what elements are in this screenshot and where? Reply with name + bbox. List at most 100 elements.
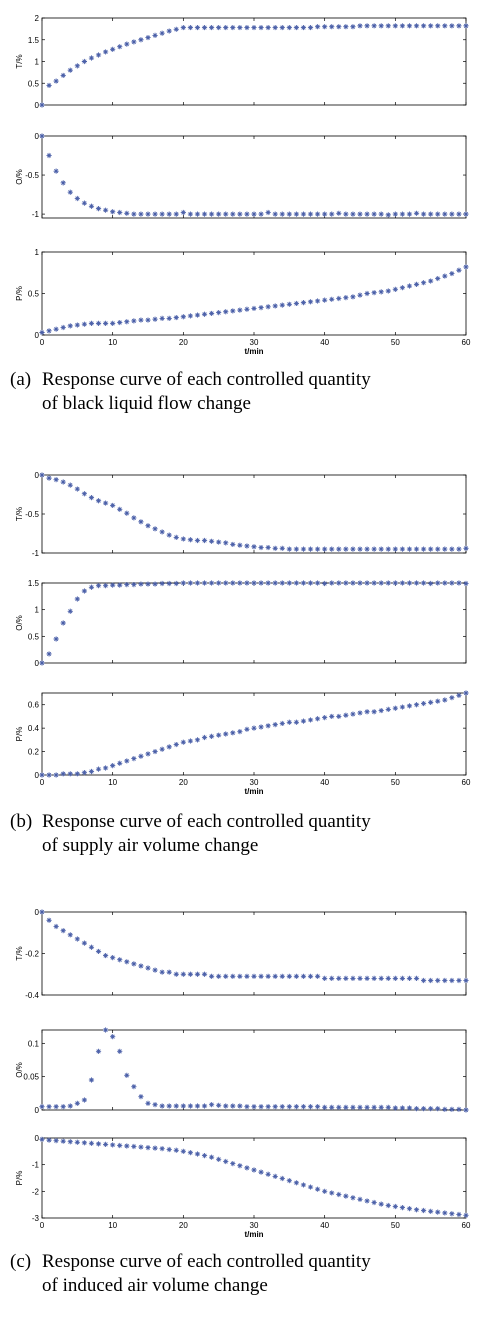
data-point xyxy=(159,315,165,321)
data-point xyxy=(216,539,222,545)
data-point xyxy=(428,546,434,552)
data-point xyxy=(251,544,257,550)
data-point xyxy=(300,580,307,586)
data-point xyxy=(421,211,427,217)
data-point xyxy=(209,24,215,31)
data-point xyxy=(442,273,448,279)
data-point xyxy=(378,707,384,714)
data-point xyxy=(145,317,151,323)
data-point xyxy=(103,49,109,55)
data-point xyxy=(53,923,59,930)
data-point xyxy=(265,580,271,586)
data-point xyxy=(67,932,73,938)
data-point xyxy=(209,973,215,979)
data-point xyxy=(81,1097,87,1103)
data-point xyxy=(456,23,462,29)
y-axis-label: P/% xyxy=(15,727,24,742)
data-point xyxy=(39,909,45,915)
data-point xyxy=(152,967,158,973)
x-tick-label: 50 xyxy=(391,338,400,347)
data-point xyxy=(138,753,144,759)
data-point xyxy=(293,546,299,552)
data-point xyxy=(428,278,434,284)
data-point xyxy=(67,323,73,329)
y-tick-label: 0.5 xyxy=(28,290,40,299)
data-point xyxy=(138,317,144,323)
data-point xyxy=(251,725,257,731)
plot-frame xyxy=(41,474,467,554)
data-point xyxy=(110,502,116,509)
data-point xyxy=(180,209,186,216)
data-point xyxy=(216,309,222,316)
data-point xyxy=(194,737,201,743)
data-point xyxy=(173,26,179,32)
data-point xyxy=(194,971,201,977)
data-point xyxy=(392,23,398,29)
data-point xyxy=(67,608,73,614)
y-tick-label: -2 xyxy=(32,1187,40,1196)
data-point xyxy=(406,1105,413,1111)
data-point xyxy=(117,1048,123,1054)
data-point xyxy=(399,580,405,586)
data-point xyxy=(343,1193,349,1199)
data-point xyxy=(223,24,229,31)
data-point xyxy=(279,545,285,551)
data-point xyxy=(173,534,179,540)
data-point xyxy=(293,300,299,307)
data-point xyxy=(173,580,179,587)
y-tick-label: 0 xyxy=(35,659,40,668)
data-point xyxy=(357,23,363,29)
data-point xyxy=(265,1104,271,1110)
data-point xyxy=(336,546,342,552)
caption-text: Response curve of each controlled quanti… xyxy=(42,369,371,390)
x-tick-label: 30 xyxy=(250,778,259,787)
data-point xyxy=(131,756,137,762)
data-point xyxy=(449,695,455,701)
data-point xyxy=(103,320,109,326)
data-point xyxy=(435,211,441,217)
data-point xyxy=(201,1103,208,1109)
data-point xyxy=(201,734,208,741)
data-point xyxy=(307,546,314,552)
data-point xyxy=(300,973,307,979)
data-point xyxy=(180,1103,186,1109)
data-point xyxy=(145,751,151,757)
data-point xyxy=(378,975,384,981)
y-axis-label: O/% xyxy=(15,1062,24,1078)
x-axis-label: t/min xyxy=(244,787,263,796)
subplot: 0 0.5 1 1.5 O/% xyxy=(15,579,469,668)
data-point xyxy=(364,23,370,29)
data-point xyxy=(343,975,349,981)
data-point xyxy=(244,726,250,732)
data-point xyxy=(117,319,123,326)
data-point xyxy=(428,580,434,587)
data-point xyxy=(279,1104,285,1110)
data-point xyxy=(421,580,427,586)
data-point xyxy=(159,529,165,535)
data-point xyxy=(293,1104,299,1110)
data-point xyxy=(258,1169,264,1175)
data-point xyxy=(413,210,420,216)
data-point xyxy=(230,308,236,314)
data-point xyxy=(392,705,398,711)
data-point xyxy=(449,211,455,217)
data-point xyxy=(315,24,321,30)
data-point xyxy=(223,1103,229,1109)
data-point xyxy=(449,977,455,984)
subplot: 0 -0.2 -0.4 T/% xyxy=(15,908,469,1000)
data-point xyxy=(223,309,229,315)
data-point xyxy=(279,24,285,31)
caption-text: Response curve of each controlled quanti… xyxy=(42,811,371,832)
data-point xyxy=(456,692,462,698)
plot-frame xyxy=(41,135,467,219)
data-point xyxy=(421,700,427,707)
data-point xyxy=(74,195,80,202)
data-point xyxy=(392,1203,398,1210)
data-point xyxy=(385,546,391,552)
data-point xyxy=(258,973,264,979)
data-point xyxy=(442,977,448,984)
data-point xyxy=(343,24,349,30)
data-point xyxy=(81,1140,87,1146)
data-point xyxy=(272,580,278,586)
data-point xyxy=(293,580,299,586)
